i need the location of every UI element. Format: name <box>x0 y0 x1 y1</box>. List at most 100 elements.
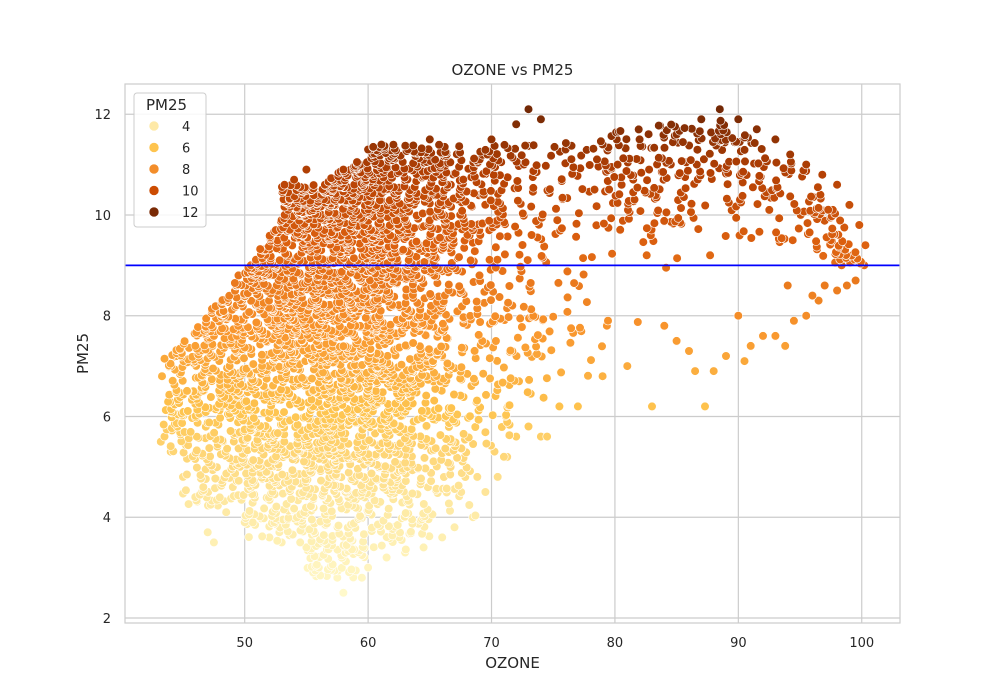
data-point <box>832 285 842 296</box>
data-point <box>446 403 456 413</box>
data-point <box>642 175 652 185</box>
data-point <box>659 216 669 226</box>
data-point <box>301 542 312 553</box>
data-point <box>204 417 214 428</box>
data-point <box>203 527 213 537</box>
data-point <box>770 331 781 341</box>
data-point <box>603 316 613 326</box>
data-point <box>733 311 743 321</box>
data-point <box>259 503 269 514</box>
data-point <box>192 445 202 456</box>
data-point <box>287 465 298 475</box>
data-point <box>157 371 167 381</box>
data-point <box>676 203 686 213</box>
data-point <box>806 192 816 202</box>
data-point <box>585 160 595 170</box>
data-point <box>401 544 411 555</box>
data-point <box>705 168 716 178</box>
data-point <box>501 410 511 420</box>
data-point <box>565 338 576 348</box>
data-point <box>289 504 299 514</box>
data-point <box>709 159 719 169</box>
data-point <box>416 473 426 484</box>
data-point <box>731 213 741 223</box>
data-point <box>393 520 403 530</box>
data-point <box>599 219 609 229</box>
data-point <box>478 369 488 379</box>
data-point <box>571 232 581 242</box>
data-point <box>538 393 549 403</box>
data-point <box>377 540 387 551</box>
data-point <box>431 443 441 453</box>
data-point <box>536 251 547 261</box>
data-point <box>504 281 515 291</box>
data-point <box>533 330 543 340</box>
data-point <box>686 199 697 209</box>
data-point <box>789 199 799 209</box>
data-point <box>159 420 169 430</box>
data-point <box>425 207 435 217</box>
data-point <box>523 421 534 432</box>
data-point <box>551 204 561 214</box>
data-point <box>210 474 220 484</box>
data-point <box>271 502 282 512</box>
data-point <box>842 280 852 291</box>
data-point <box>504 400 515 410</box>
data-point <box>854 220 864 230</box>
data-point <box>739 226 749 236</box>
data-point <box>222 444 232 454</box>
data-point <box>503 298 513 308</box>
data-point <box>548 312 558 322</box>
data-point <box>338 588 349 598</box>
data-point <box>771 227 781 237</box>
data-point <box>801 311 811 321</box>
data-point <box>168 376 178 386</box>
data-point <box>557 193 568 203</box>
data-point <box>813 203 824 213</box>
data-point <box>578 253 588 263</box>
data-point <box>503 231 513 242</box>
data-point <box>554 401 565 412</box>
data-point <box>307 374 317 384</box>
data-point <box>649 183 659 193</box>
data-point <box>435 430 446 440</box>
data-point <box>437 532 447 543</box>
data-point <box>774 213 784 223</box>
data-point <box>490 311 500 321</box>
data-point <box>504 312 514 322</box>
data-point <box>470 510 481 521</box>
data-point <box>520 342 531 353</box>
data-point <box>480 427 491 437</box>
data-point <box>504 430 515 440</box>
data-point <box>205 451 215 462</box>
data-point <box>622 361 632 371</box>
data-point <box>591 201 602 211</box>
data-point <box>366 468 377 479</box>
data-point <box>472 472 482 482</box>
data-point <box>209 537 219 548</box>
data-point <box>789 316 799 326</box>
data-point <box>234 476 244 486</box>
data-point <box>380 461 390 471</box>
data-point <box>600 156 610 166</box>
data-point <box>457 343 467 353</box>
data-point <box>485 255 495 265</box>
data-point <box>499 452 509 462</box>
data-point <box>557 174 567 184</box>
data-point <box>758 331 768 341</box>
data-point <box>583 371 593 381</box>
data-point <box>632 183 643 193</box>
data-point <box>544 326 555 337</box>
data-point <box>621 166 632 176</box>
data-point <box>700 401 710 412</box>
data-point <box>675 168 685 178</box>
data-point <box>738 167 748 177</box>
data-point <box>407 488 418 499</box>
data-point <box>783 280 793 291</box>
data-point <box>405 354 415 364</box>
data-point <box>683 166 693 176</box>
data-point <box>186 427 196 437</box>
data-point <box>514 250 525 260</box>
data-point <box>844 200 855 210</box>
data-point <box>401 508 411 518</box>
